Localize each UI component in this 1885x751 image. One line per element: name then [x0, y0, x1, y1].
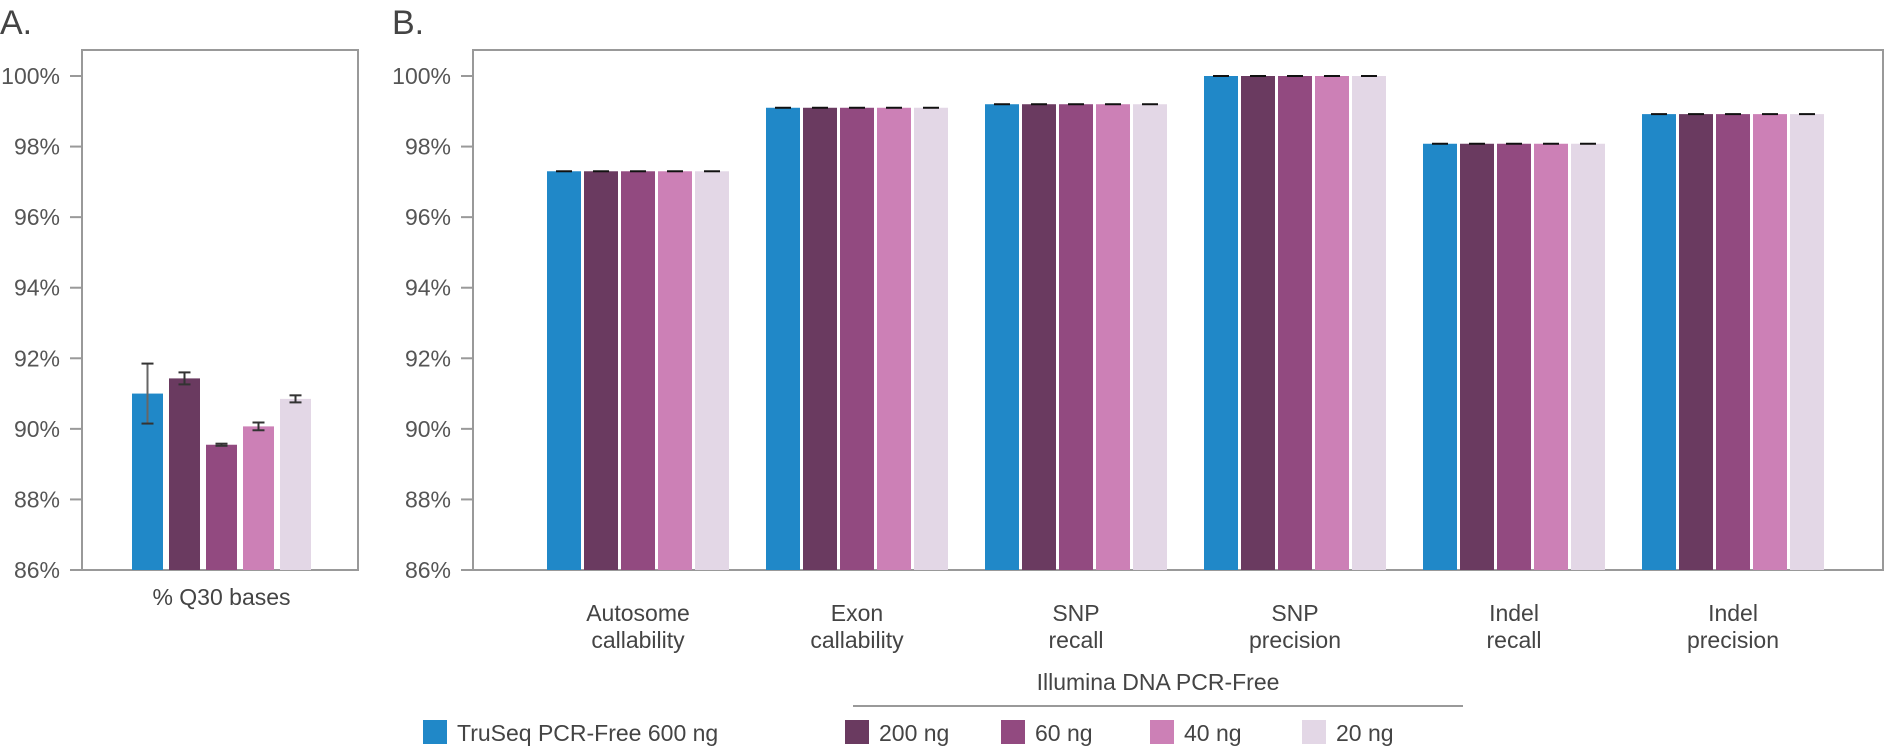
bar-4-5	[1534, 143, 1568, 570]
bar-5-2	[914, 107, 948, 570]
bar-1-1	[547, 171, 581, 570]
y-tick-label: 88%	[14, 486, 60, 512]
legend-label-4: 40 ng	[1184, 720, 1242, 746]
bar-5-6	[1790, 114, 1824, 570]
category-label: recall	[1049, 627, 1104, 653]
bar-1-3	[985, 104, 1019, 570]
bar-1-6	[1642, 114, 1676, 570]
legend-swatch-2	[845, 720, 869, 744]
bar-5-5	[1571, 143, 1605, 570]
y-tick-label: 100%	[1, 63, 60, 89]
category-label: Indel	[1489, 600, 1539, 626]
bar-4-4	[1315, 76, 1349, 570]
category-label: precision	[1687, 627, 1779, 653]
legend-label-2: 200 ng	[879, 720, 949, 746]
bar-2-2	[803, 107, 837, 570]
category-label: Indel	[1708, 600, 1758, 626]
bar-2-1	[169, 378, 200, 570]
bar-3-3	[1059, 104, 1093, 570]
bar-3-4	[1278, 76, 1312, 570]
category-label: Exon	[831, 600, 883, 626]
bar-1-2	[766, 107, 800, 570]
category-label: precision	[1249, 627, 1341, 653]
category-label: recall	[1487, 627, 1542, 653]
category-label: callability	[591, 627, 685, 653]
y-tick-label: 94%	[405, 275, 451, 301]
legend-swatch-5	[1302, 720, 1326, 744]
panel-label: A.	[0, 4, 32, 42]
bar-5-3	[1133, 104, 1167, 570]
bar-5-1	[695, 171, 729, 570]
bar-4-1	[243, 426, 274, 570]
bar-3-2	[840, 107, 874, 570]
legend-swatch-3	[1001, 720, 1025, 744]
y-tick-label: 88%	[405, 486, 451, 512]
bar-4-6	[1753, 114, 1787, 570]
legend-swatch-4	[1150, 720, 1174, 744]
bar-2-1	[584, 171, 618, 570]
category-label: SNP	[1271, 600, 1318, 626]
category-label: % Q30 bases	[152, 584, 290, 610]
bar-2-3	[1022, 104, 1056, 570]
y-tick-label: 94%	[14, 275, 60, 301]
y-tick-label: 86%	[14, 557, 60, 583]
y-tick-label: 92%	[14, 345, 60, 371]
category-label: Autosome	[586, 600, 690, 626]
category-label: callability	[810, 627, 904, 653]
bar-2-6	[1679, 114, 1713, 570]
legend-group-title: Illumina DNA PCR-Free	[1037, 669, 1280, 695]
legend-swatch-1	[423, 720, 447, 744]
y-tick-label: 86%	[405, 557, 451, 583]
y-tick-label: 92%	[405, 345, 451, 371]
bar-4-1	[658, 171, 692, 570]
bar-2-5	[1460, 143, 1494, 570]
category-label: SNP	[1052, 600, 1099, 626]
y-tick-label: 96%	[14, 204, 60, 230]
bar-2-4	[1241, 76, 1275, 570]
legend-label-5: 20 ng	[1336, 720, 1394, 746]
bar-3-5	[1497, 143, 1531, 570]
y-tick-label: 90%	[405, 416, 451, 442]
bar-3-6	[1716, 114, 1750, 570]
bar-4-3	[1096, 104, 1130, 570]
legend-label-1: TruSeq PCR-Free 600 ng	[457, 720, 718, 746]
legend-label-3: 60 ng	[1035, 720, 1093, 746]
y-tick-label: 98%	[405, 134, 451, 160]
y-tick-label: 100%	[392, 63, 451, 89]
bar-5-1	[280, 398, 311, 570]
bar-1-4	[1204, 76, 1238, 570]
y-tick-label: 90%	[14, 416, 60, 442]
bar-3-1	[206, 444, 237, 570]
bar-3-1	[621, 171, 655, 570]
bar-4-2	[877, 107, 911, 570]
bar-1-5	[1423, 143, 1457, 570]
plot-frame	[472, 49, 1884, 571]
y-tick-label: 98%	[14, 134, 60, 160]
bar-5-4	[1352, 76, 1386, 570]
panel-label: B.	[392, 4, 424, 42]
y-tick-label: 96%	[405, 204, 451, 230]
